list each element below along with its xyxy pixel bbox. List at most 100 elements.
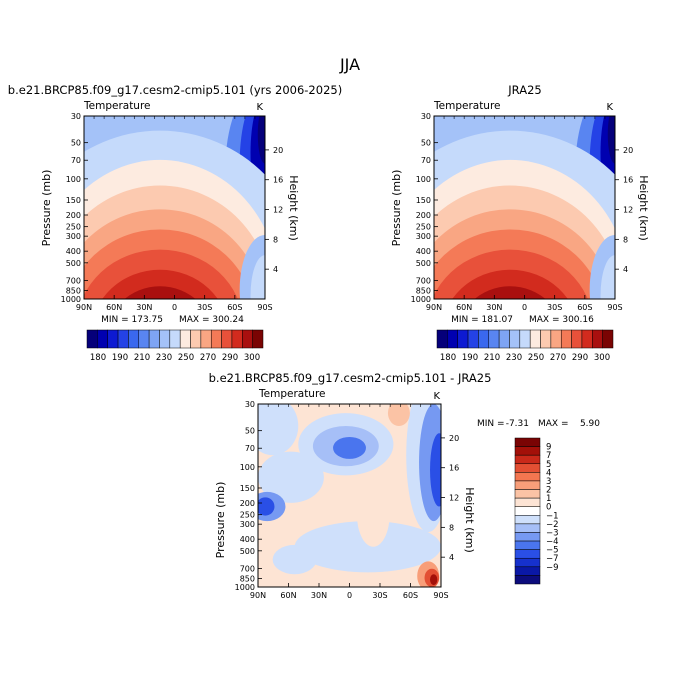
contour-band bbox=[258, 404, 299, 456]
colorbar-swatch bbox=[514, 472, 541, 482]
colorbar-swatch bbox=[514, 446, 541, 456]
colorbar-swatch bbox=[488, 329, 500, 349]
panel-reference-min: MIN = 181.07 bbox=[451, 315, 513, 325]
colorbar-swatch bbox=[514, 523, 541, 533]
latitude-tick-label: 90N bbox=[76, 303, 92, 312]
panel-reference-left-label: Temperature bbox=[433, 100, 501, 112]
latitude-tick-label: 90S bbox=[257, 303, 272, 312]
colorbar-label: −7 bbox=[546, 554, 559, 564]
colorbar-swatch bbox=[514, 489, 541, 499]
colorbar-swatch bbox=[498, 329, 510, 349]
latitude-tick-label: 60S bbox=[577, 303, 592, 312]
colorbar-label: 290 bbox=[222, 353, 238, 363]
latitude-tick-label: 90S bbox=[433, 591, 448, 600]
pressure-tick-label: 300 bbox=[66, 232, 81, 241]
colorbar-swatch bbox=[519, 329, 531, 349]
colorbar-label: 270 bbox=[200, 353, 216, 363]
colorbar-swatch bbox=[128, 329, 140, 349]
pressure-tick-label: 500 bbox=[66, 259, 81, 268]
height-tick-label: 8 bbox=[449, 523, 454, 532]
season-title: JJA bbox=[339, 55, 360, 74]
contour-band bbox=[124, 286, 196, 299]
latitude-tick-label: 90S bbox=[607, 303, 622, 312]
colorbar-swatch bbox=[117, 329, 129, 349]
colorbar-swatch bbox=[242, 329, 253, 349]
colorbar-label: 190 bbox=[112, 353, 128, 363]
pressure-tick-label: 1000 bbox=[235, 583, 255, 592]
colorbar-swatch bbox=[529, 329, 541, 349]
pressure-tick-label: 100 bbox=[240, 463, 255, 472]
pressure-tick-label: 200 bbox=[416, 211, 431, 220]
colorbar-swatch bbox=[514, 506, 541, 516]
colorbar-swatch bbox=[560, 329, 572, 349]
contour-band bbox=[294, 521, 441, 573]
pressure-tick-label: 50 bbox=[421, 139, 431, 148]
colorbar-swatch bbox=[514, 497, 541, 507]
pressure-tick-label: 100 bbox=[416, 175, 431, 184]
latitude-tick-label: 30S bbox=[197, 303, 212, 312]
colorbar-label: 300 bbox=[244, 353, 260, 363]
height-tick-label: 16 bbox=[273, 176, 283, 185]
height-tick-label: 20 bbox=[623, 146, 633, 155]
height-tick-label: 20 bbox=[449, 434, 459, 443]
colorbar-label: 3 bbox=[546, 477, 551, 487]
colorbar-swatch bbox=[231, 329, 243, 349]
colorbar-swatch bbox=[210, 329, 222, 349]
latitude-tick-label: 30N bbox=[311, 591, 327, 600]
pressure-tick-label: 700 bbox=[66, 276, 81, 285]
colorbar-swatch bbox=[97, 329, 108, 349]
colorbar-label: 300 bbox=[594, 353, 610, 363]
pressure-tick-label: 1000 bbox=[411, 295, 431, 304]
colorbar-label: 210 bbox=[134, 353, 150, 363]
panel-model-y-label: Pressure (mb) bbox=[40, 170, 53, 247]
colorbar-label: −1 bbox=[546, 511, 559, 521]
colorbar-label: 250 bbox=[178, 353, 194, 363]
colorbar-label: 210 bbox=[484, 353, 500, 363]
panel-difference-max-label: MAX = bbox=[538, 419, 569, 429]
pressure-tick-label: 100 bbox=[66, 175, 81, 184]
colorbar-swatch bbox=[457, 329, 469, 349]
pressure-tick-label: 150 bbox=[416, 196, 431, 205]
height-tick-label: 12 bbox=[623, 206, 633, 215]
height-tick-label: 16 bbox=[449, 464, 459, 473]
contour-band bbox=[258, 497, 275, 516]
contour-band bbox=[102, 269, 218, 299]
pressure-tick-label: 50 bbox=[245, 427, 255, 436]
pressure-tick-label: 70 bbox=[421, 156, 431, 165]
panel-difference-height-label: Height (km) bbox=[463, 487, 476, 553]
pressure-tick-label: 30 bbox=[71, 112, 81, 121]
contour-band bbox=[333, 436, 366, 459]
panel-model-height-label: Height (km) bbox=[287, 175, 300, 241]
colorbar-swatch bbox=[200, 329, 212, 349]
panel-model-max: MAX = 300.24 bbox=[179, 315, 244, 325]
panel-difference-min-value: -7.31 bbox=[506, 419, 529, 429]
height-tick-label: 16 bbox=[623, 176, 633, 185]
panel-reference-max: MAX = 300.16 bbox=[529, 315, 594, 325]
pressure-tick-label: 300 bbox=[416, 232, 431, 241]
latitude-tick-label: 0 bbox=[347, 591, 352, 600]
panel-difference-max-value: 5.90 bbox=[580, 419, 600, 429]
pressure-tick-label: 500 bbox=[416, 259, 431, 268]
pressure-tick-label: 1000 bbox=[61, 295, 81, 304]
pressure-tick-label: 150 bbox=[240, 484, 255, 493]
colorbar-swatch bbox=[509, 329, 521, 349]
colorbar-swatch bbox=[447, 329, 458, 349]
colorbar-label: 250 bbox=[528, 353, 544, 363]
pressure-tick-label: 300 bbox=[240, 520, 255, 529]
colorbar-label: 1 bbox=[546, 494, 551, 504]
pressure-tick-label: 250 bbox=[240, 511, 255, 520]
colorbar-swatch bbox=[514, 566, 541, 576]
colorbar-label: −3 bbox=[546, 528, 559, 538]
contour-band bbox=[258, 451, 324, 503]
height-tick-label: 4 bbox=[273, 265, 278, 274]
colorbar-label: 180 bbox=[90, 353, 106, 363]
pressure-tick-label: 70 bbox=[71, 156, 81, 165]
panel-reference-title: JRA25 bbox=[507, 83, 541, 97]
latitude-tick-label: 0 bbox=[172, 303, 177, 312]
colorbar-swatch bbox=[436, 329, 448, 349]
panel-difference: b.e21.BRCP85.f09_g17.cesm2-cmip5.101 - J… bbox=[209, 371, 601, 600]
colorbar-label: 9 bbox=[546, 443, 551, 453]
contour-band bbox=[430, 433, 441, 507]
colorbar-swatch bbox=[550, 329, 562, 349]
